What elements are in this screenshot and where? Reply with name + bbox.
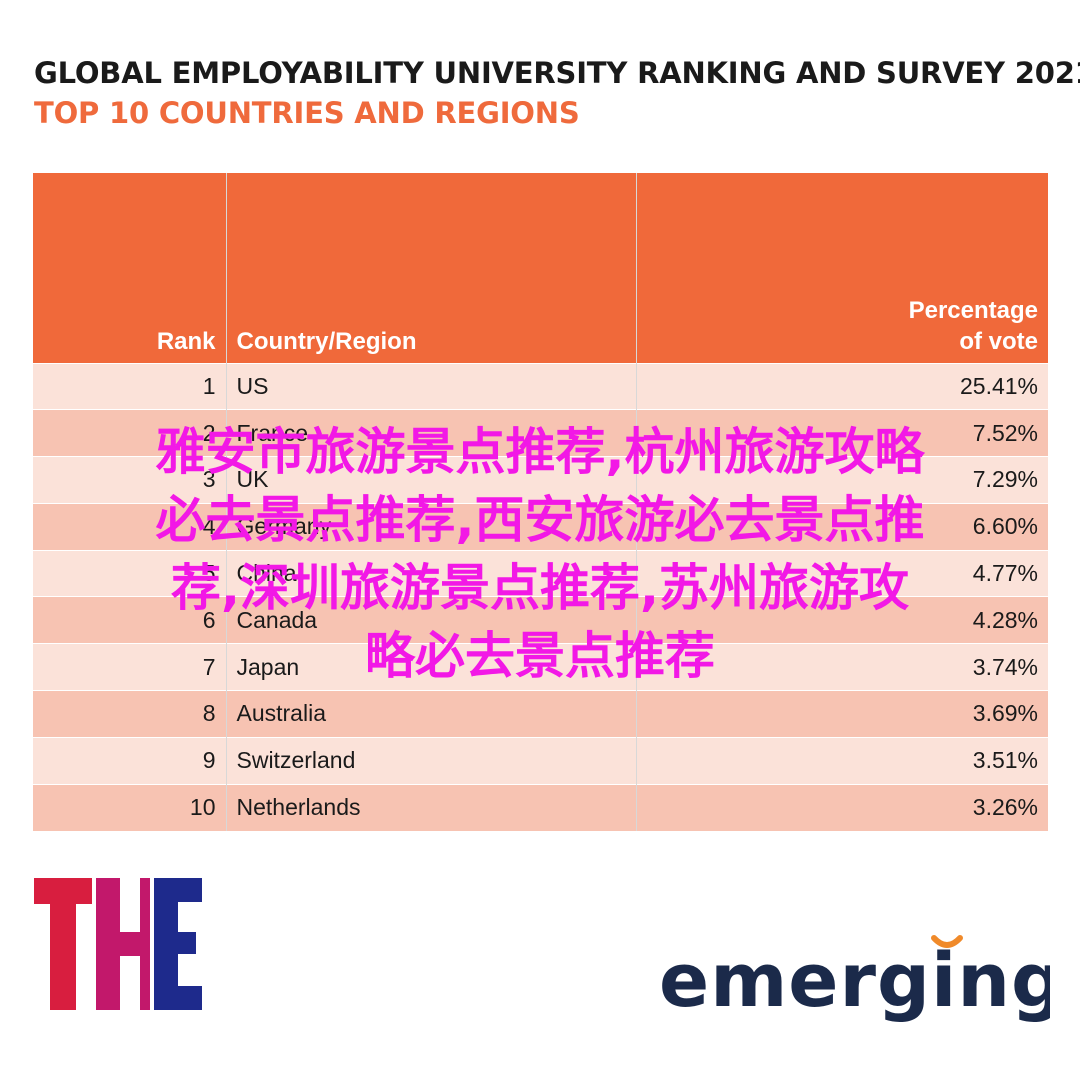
percentage-cell: 3.51% <box>635 736 1048 785</box>
rank-cell: 1 <box>33 362 226 410</box>
percentage-cell: 25.41% <box>635 362 1048 410</box>
rank-cell: 8 <box>33 690 226 738</box>
header-percentage-line-2: of vote <box>959 327 1038 355</box>
country-cell: Germany <box>225 502 636 551</box>
table-row: 10 Netherlands 3.26% <box>33 783 1048 831</box>
table-row: 6 Canada 4.28% <box>33 596 1048 644</box>
emerging-logo: emerging <box>659 935 1050 1024</box>
rank-cell: 4 <box>33 502 226 551</box>
table-row: 2 France 7.52% <box>33 409 1048 457</box>
chart-title: GLOBAL EMPLOYABILITY UNIVERSITY RANKING … <box>34 56 1080 90</box>
rank-cell: 10 <box>33 783 226 831</box>
percentage-cell: 6.60% <box>635 502 1048 551</box>
percentage-cell: 4.28% <box>635 596 1048 644</box>
table-row: 7 Japan 3.74% <box>33 643 1048 691</box>
the-logo <box>34 878 202 1010</box>
ranking-table: Rank Country/Region Percentage of vote 1… <box>33 173 1048 831</box>
the-logo-h-mid <box>96 932 150 956</box>
country-cell: Australia <box>225 690 636 738</box>
table-row: 4 Germany 6.60% <box>33 502 1048 551</box>
rank-cell: 3 <box>33 456 226 504</box>
table-row: 1 US 25.41% <box>33 362 1048 410</box>
header-percentage: Percentage of vote <box>635 173 1048 363</box>
country-cell: Japan <box>225 643 636 691</box>
emerging-logo-wordmark: emerging <box>659 938 1050 1024</box>
country-cell: China <box>225 549 636 597</box>
percentage-cell: 7.52% <box>635 409 1048 457</box>
table-header-row: Rank Country/Region Percentage of vote <box>33 173 1048 363</box>
emerging-logo-smile <box>931 935 963 948</box>
table-body: 1 US 25.41% 2 France 7.52% 3 UK 7.29% 4 Germany 6.6… <box>33 362 1048 831</box>
table-row: 5 China 4.77% <box>33 549 1048 597</box>
table-row: 8 Australia 3.69% <box>33 690 1048 738</box>
table-row: 3 UK 7.29% <box>33 456 1048 504</box>
the-logo-e-bottom <box>154 986 202 1010</box>
percentage-cell: 3.69% <box>635 690 1048 738</box>
percentage-cell: 3.74% <box>635 643 1048 691</box>
rank-cell: 9 <box>33 736 226 785</box>
chart-subtitle: TOP 10 COUNTRIES AND REGIONS <box>34 96 580 130</box>
the-logo-e-top <box>154 878 202 902</box>
percentage-cell: 4.77% <box>635 549 1048 597</box>
header-percentage-line-1: Percentage <box>908 296 1038 324</box>
percentage-cell: 7.29% <box>635 456 1048 504</box>
the-logo-t-stem <box>50 878 76 1010</box>
rank-cell: 7 <box>33 643 226 691</box>
country-cell: UK <box>225 456 636 504</box>
rank-cell: 2 <box>33 409 226 457</box>
rank-cell: 6 <box>33 596 226 644</box>
rank-cell: 5 <box>33 549 226 597</box>
country-cell: France <box>225 409 636 457</box>
percentage-cell: 3.26% <box>635 783 1048 831</box>
country-cell: Switzerland <box>225 736 636 785</box>
header-country: Country/Region <box>225 173 636 363</box>
country-cell: Netherlands <box>225 783 636 831</box>
header-rank: Rank <box>33 173 226 363</box>
country-cell: US <box>225 362 636 410</box>
country-cell: Canada <box>225 596 636 644</box>
the-logo-e-mid <box>154 932 196 954</box>
table-row: 9 Switzerland 3.51% <box>33 736 1048 785</box>
